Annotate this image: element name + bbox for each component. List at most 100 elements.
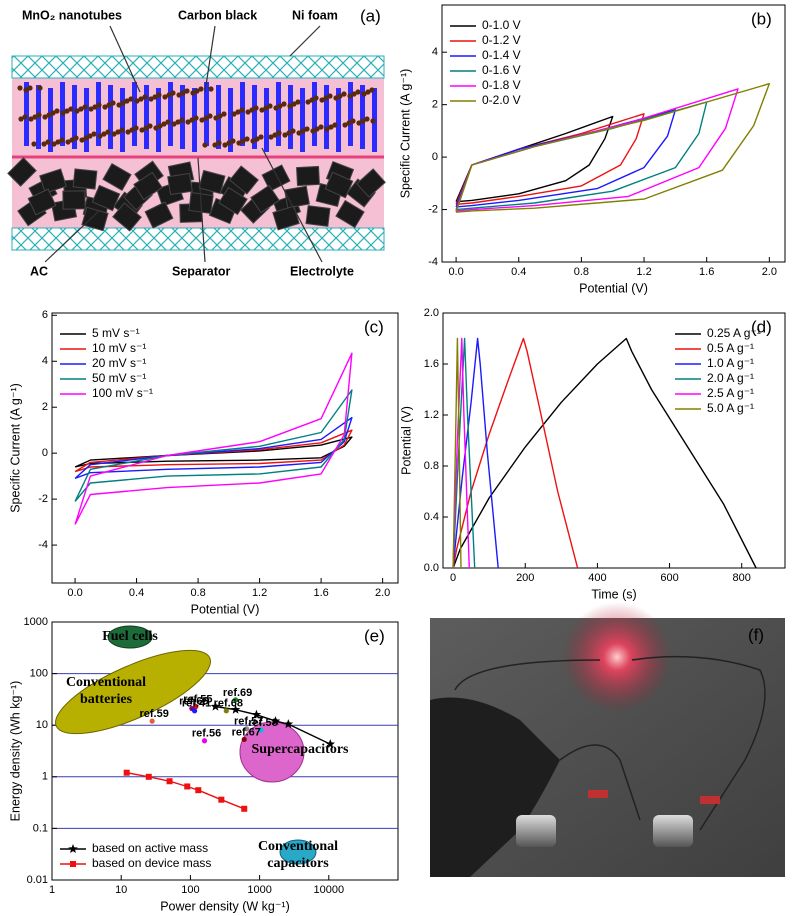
- y-tick-label: 2: [42, 401, 48, 413]
- annotation: Fuel cells: [102, 629, 158, 644]
- series-line: [452, 337, 462, 569]
- carbon-particle: [18, 116, 24, 122]
- carbon-particle: [268, 134, 274, 140]
- reference-label: ref.69: [223, 687, 252, 699]
- legend-label: based on active mass: [92, 841, 208, 855]
- legend-marker: [70, 861, 76, 867]
- panel-label: (b): [751, 9, 772, 28]
- carbon-particle: [277, 103, 283, 109]
- carbon-particle: [176, 92, 182, 98]
- carbon-particle: [370, 118, 376, 124]
- carbon-particle: [65, 139, 71, 145]
- carbon-particle: [296, 130, 302, 136]
- carbon-particle: [305, 99, 311, 105]
- legend-label: 0-1.0 V: [482, 18, 521, 32]
- carbon-particle: [162, 94, 168, 100]
- carbon-particle: [147, 123, 153, 129]
- reference-point: [149, 718, 155, 724]
- capacitor: [653, 815, 693, 847]
- label-ac: AC: [30, 264, 48, 278]
- carbon-particle: [79, 137, 85, 143]
- carbon-particle: [175, 119, 181, 125]
- carbon-particle: [129, 127, 135, 133]
- nanotube: [240, 82, 245, 146]
- legend-label: 100 mV s⁻¹: [92, 386, 153, 400]
- ni-foam-top: [11, 55, 385, 79]
- carbon-particle: [199, 117, 205, 123]
- carbon-particle: [106, 102, 112, 108]
- carbon-particle: [282, 132, 288, 138]
- ac-particle: [261, 164, 291, 192]
- carbon-particle: [148, 96, 154, 102]
- carbon-particle: [37, 85, 43, 91]
- carbon-particle: [36, 112, 42, 118]
- reference-point: [233, 697, 239, 703]
- y-tick-label: -2: [38, 493, 48, 505]
- x-tick-label: 100: [181, 884, 199, 896]
- carbon-particle: [263, 105, 269, 111]
- reference-point: [258, 727, 264, 733]
- reference-point: [201, 738, 208, 744]
- nanotube: [276, 82, 281, 146]
- nanotube: [324, 85, 329, 149]
- legend-label: 5 mV s⁻¹: [92, 326, 140, 340]
- y-tick-label: 2.0: [424, 307, 439, 319]
- star-marker: [270, 716, 281, 726]
- ac-particle: [7, 157, 37, 187]
- carbon-particle: [69, 137, 75, 143]
- ac-particle: [167, 172, 193, 196]
- nanotube: [252, 85, 257, 149]
- carbon-particle: [333, 95, 339, 101]
- x-axis-label: Potential (V): [191, 602, 260, 616]
- ac-particle: [296, 165, 320, 187]
- annotation: Conventional: [66, 675, 146, 690]
- carbon-particle: [193, 115, 199, 121]
- carbon-particle: [250, 138, 256, 144]
- ac-particle: [133, 171, 163, 201]
- legend-label: 10 mV s⁻¹: [92, 341, 146, 355]
- y-tick-label: 0.8: [424, 460, 439, 472]
- carbon-particle: [281, 101, 287, 107]
- carbon-particle: [17, 85, 23, 91]
- carbon-particle: [28, 116, 34, 122]
- panel-label: (c): [364, 317, 384, 336]
- nanotube: [228, 88, 233, 152]
- carbon-particle: [32, 114, 38, 120]
- carbon-particle: [185, 119, 191, 125]
- chart-panel: 0.0 0.4 0.8 1.2 1.6 2.0 -4 -2 0 2 4 Potential (V) Sp…: [398, 4, 786, 295]
- carbon-particle: [324, 126, 330, 132]
- chart-panel: 0 200 400 600 800 0.0 0.4 0.8 1.2 1.6 2.0 Time (s) P…: [399, 307, 786, 601]
- carbon-particle: [213, 115, 219, 121]
- x-tick-label: 0.4: [129, 587, 144, 599]
- carbon-particle: [46, 112, 52, 118]
- carbon-particle: [300, 128, 306, 134]
- carbon-particle: [198, 86, 204, 92]
- carbon-particle: [356, 120, 362, 126]
- x-tick-label: 400: [588, 572, 606, 584]
- carbon-particle: [341, 91, 347, 97]
- x-axis-label: Power density (W kg⁻¹): [160, 899, 290, 913]
- carbon-particle: [82, 104, 88, 110]
- y-tick-label: -2: [428, 203, 438, 215]
- carbon-particle: [59, 137, 65, 143]
- nanotube: [120, 88, 125, 152]
- carbon-particle: [120, 100, 126, 106]
- nanotube: [144, 85, 149, 149]
- region: [55, 649, 211, 735]
- x-axis-label: Potential (V): [579, 281, 648, 295]
- y-tick-label: 10: [36, 719, 48, 731]
- photo: (f): [430, 602, 785, 877]
- region: [107, 625, 153, 649]
- series-line: [74, 352, 353, 525]
- y-axis-label: Specific Current (A g⁻¹): [8, 383, 22, 513]
- ac-particle: [91, 184, 121, 212]
- nanotube: [132, 82, 137, 146]
- y-tick-label: 1.2: [424, 409, 439, 421]
- carbon-particle: [68, 106, 74, 112]
- square-marker: [123, 769, 130, 776]
- plot-frame: [441, 4, 786, 263]
- x-tick-label: 1.6: [313, 587, 328, 599]
- legend-label: 0-1.6 V: [482, 63, 521, 77]
- carbon-particle: [143, 125, 149, 131]
- panel-label: (d): [751, 317, 772, 336]
